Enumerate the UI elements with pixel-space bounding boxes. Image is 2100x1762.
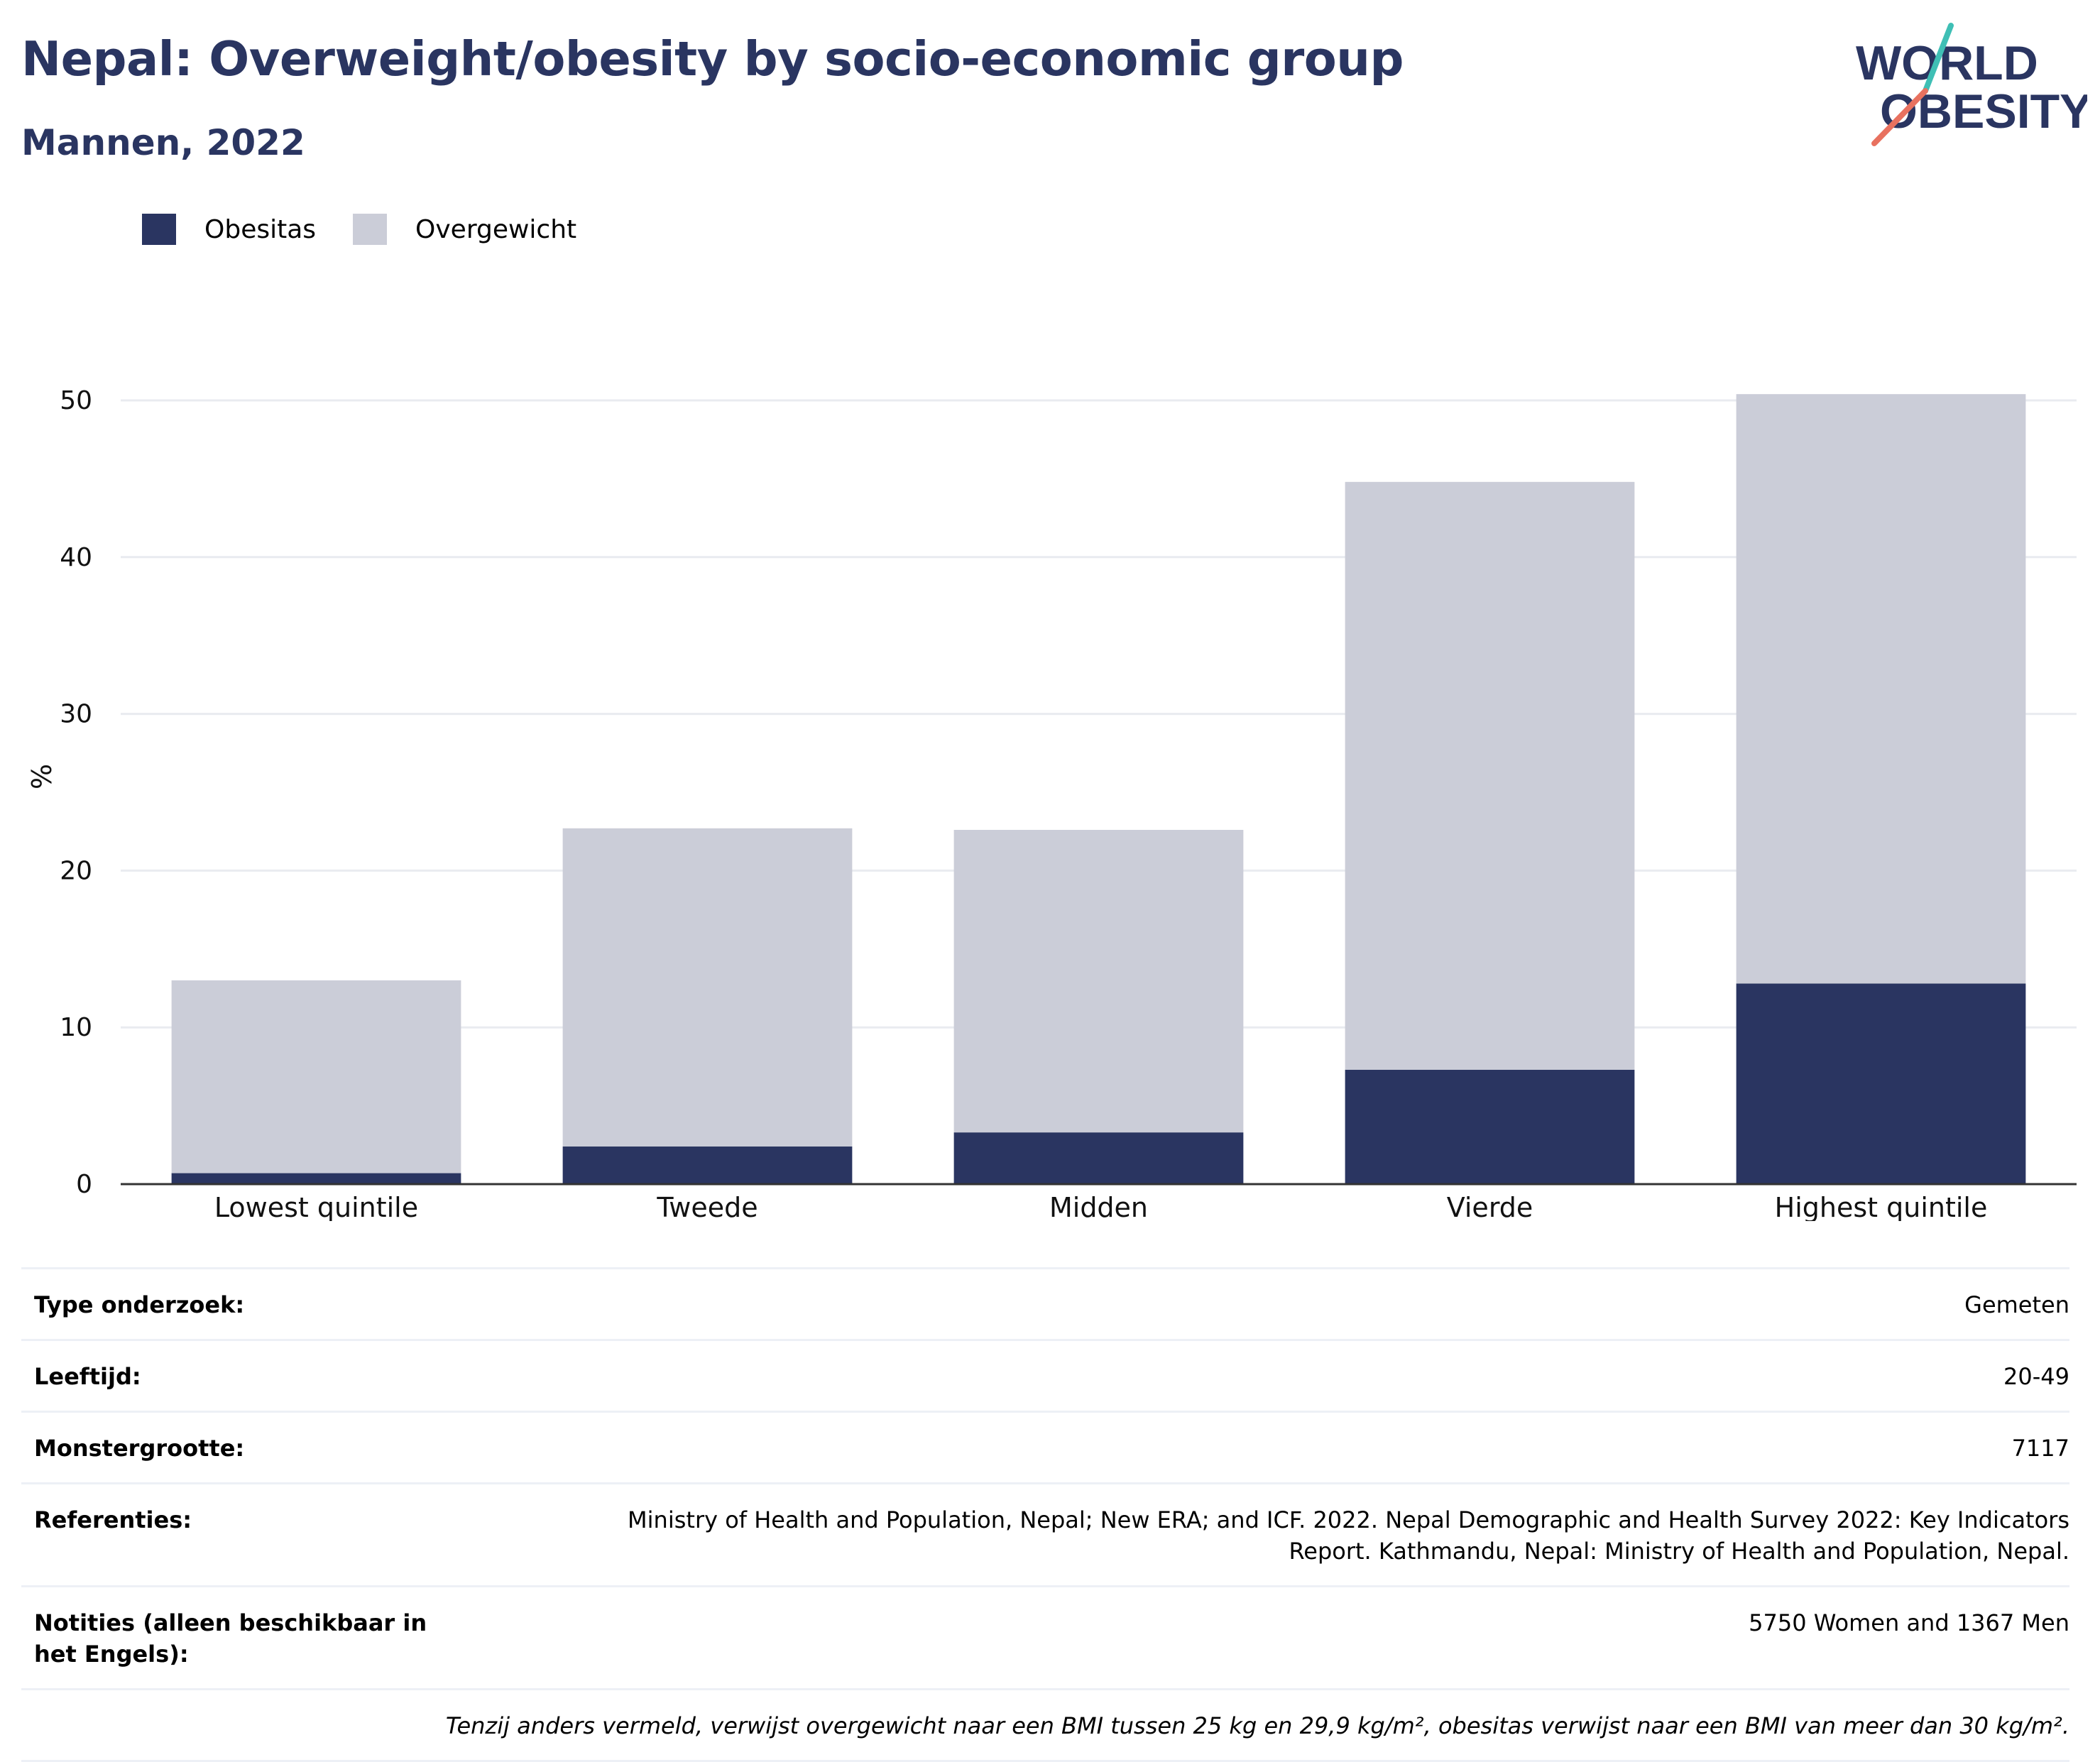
meta-label: Monstergrootte: bbox=[34, 1435, 245, 1462]
bar-overgewicht bbox=[171, 980, 461, 1173]
bar-overgewicht bbox=[1736, 394, 2026, 984]
x-tick-label: Highest quintile bbox=[1775, 1192, 1988, 1221]
x-tick-label: Lowest quintile bbox=[214, 1192, 418, 1221]
meta-value: 20-49 bbox=[2003, 1363, 2069, 1390]
definition-footnote: Tenzij anders vermeld, verwijst overgewi… bbox=[21, 1688, 2069, 1762]
legend-swatch-overgewicht bbox=[353, 214, 388, 245]
chart-subtitle: Mannen, 2022 bbox=[21, 122, 305, 163]
survey-details: Type onderzoek: Gemeten Leeftijd: 20-49 … bbox=[21, 1267, 2069, 1762]
x-tick-label: Midden bbox=[1049, 1192, 1148, 1221]
meta-row-sample-size: Monstergrootte: 7117 bbox=[21, 1411, 2069, 1482]
meta-row-references: Referenties: Ministry of Health and Popu… bbox=[21, 1482, 2069, 1585]
logo-line-2: OBESITY bbox=[1880, 84, 2087, 138]
meta-value: Gemeten bbox=[1964, 1291, 2069, 1318]
y-tick-label: 20 bbox=[60, 856, 92, 885]
x-tick-label: Vierde bbox=[1447, 1192, 1533, 1221]
y-tick-label: 30 bbox=[60, 700, 92, 729]
meta-row-age: Leeftijd: 20-49 bbox=[21, 1339, 2069, 1411]
meta-value: Ministry of Health and Population, Nepal… bbox=[628, 1506, 2069, 1565]
chart-title: Nepal: Overweight/obesity by socio-econo… bbox=[21, 31, 1404, 87]
legend-label-overgewicht: Overgewicht bbox=[415, 214, 577, 244]
legend-item-overgewicht[interactable]: Overgewicht bbox=[353, 214, 576, 245]
logo-slash-teal bbox=[1923, 23, 1954, 94]
y-tick-label: 40 bbox=[60, 543, 92, 572]
chart-legend: Obesitas Overgewicht bbox=[142, 212, 613, 247]
bar-overgewicht bbox=[953, 829, 1244, 1133]
world-obesity-logo: WORLD OBESITY bbox=[1856, 23, 2087, 146]
legend-swatch-obesitas bbox=[142, 214, 176, 245]
bar-obesitas bbox=[1345, 1069, 1635, 1184]
logo-slash-coral bbox=[1871, 88, 1928, 146]
y-axis-title: % bbox=[26, 764, 58, 789]
meta-label: Notities (alleen beschikbaar in het Enge… bbox=[34, 1609, 427, 1668]
bar-obesitas bbox=[1736, 983, 2026, 1184]
stacked-bar-chart: 0 10 20 30 40 50% Lowest quintile Tweede Midden V… bbox=[26, 386, 2077, 1221]
meta-value: 5750 Women and 1367 Men bbox=[1749, 1609, 2069, 1636]
meta-label: Leeftijd: bbox=[34, 1363, 141, 1390]
legend-label-obesitas: Obesitas bbox=[204, 214, 317, 244]
meta-row-type: Type onderzoek: Gemeten bbox=[21, 1267, 2069, 1339]
bar-obesitas bbox=[562, 1147, 853, 1184]
y-tick-label: 0 bbox=[76, 1170, 92, 1199]
y-tick-label: 10 bbox=[60, 1013, 92, 1042]
bar-obesitas bbox=[953, 1132, 1244, 1184]
meta-row-notes: Notities (alleen beschikbaar in het Enge… bbox=[21, 1585, 2069, 1688]
meta-value: 7117 bbox=[2011, 1435, 2069, 1462]
x-tick-label: Tweede bbox=[656, 1192, 758, 1221]
bar-overgewicht bbox=[562, 828, 853, 1147]
bar-overgewicht bbox=[1345, 481, 1635, 1070]
meta-label: Type onderzoek: bbox=[34, 1291, 245, 1318]
y-tick-label: 50 bbox=[60, 386, 92, 415]
legend-item-obesitas[interactable]: Obesitas bbox=[142, 214, 316, 245]
meta-label: Referenties: bbox=[34, 1506, 192, 1533]
logo-line-1: WORLD bbox=[1856, 36, 2038, 90]
bar-obesitas bbox=[171, 1173, 461, 1184]
